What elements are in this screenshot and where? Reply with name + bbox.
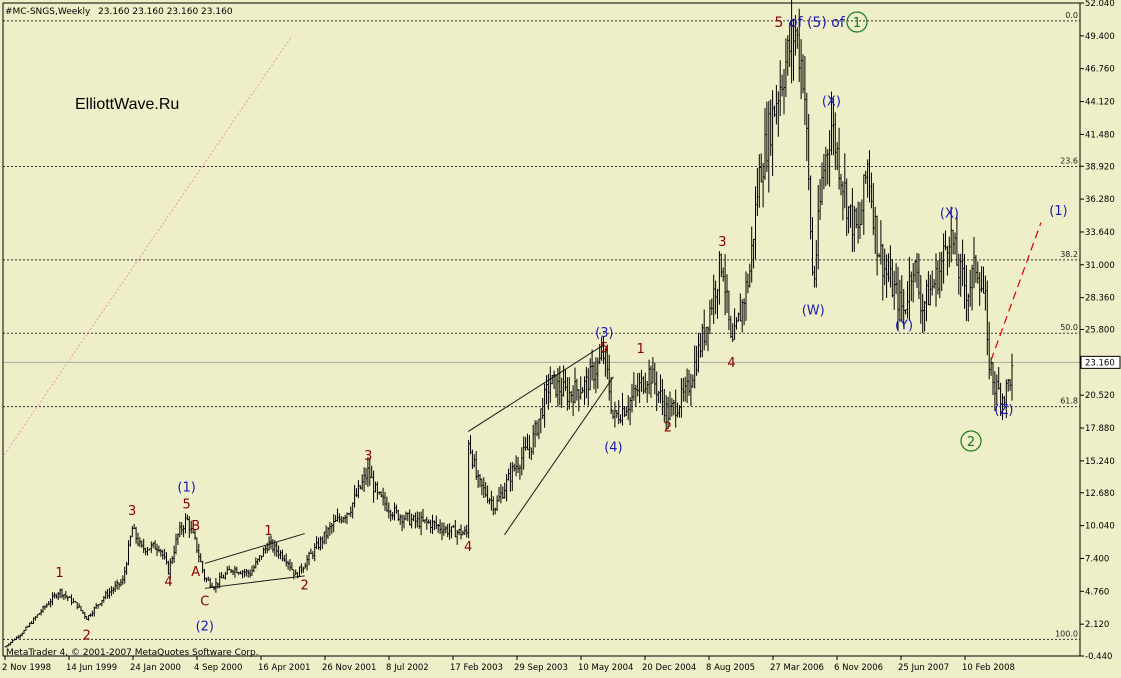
watermark: ElliottWave.Ru <box>75 96 179 113</box>
wave-label: 1 <box>637 342 645 357</box>
y-axis-tick-label: 41.480 <box>1085 130 1115 140</box>
y-axis-tick-label: 15.240 <box>1085 457 1115 467</box>
y-axis-tick-label: 12.680 <box>1085 489 1115 499</box>
wave-label: (1) <box>1049 204 1067 219</box>
wave-label: 2 <box>301 579 309 594</box>
wave-label: (3) <box>595 326 613 341</box>
y-axis-tick-label: 25.800 <box>1085 326 1115 336</box>
wedge-upper-line <box>467 344 605 432</box>
fib-level-label: 23.6 <box>1060 156 1078 165</box>
y-axis-tick-label: 31.000 <box>1085 261 1115 271</box>
y-axis-tick-label: 36.280 <box>1085 195 1115 205</box>
y-axis-tick-label: -0.440 <box>1085 652 1112 662</box>
current-price-label: 23.160 <box>1085 358 1115 368</box>
wave-label: (1) <box>177 480 195 495</box>
ohlc-header: 23.160 23.160 23.160 23.160 <box>98 7 233 17</box>
wave-label: A <box>191 565 200 580</box>
y-axis-tick-label: 2.120 <box>1085 620 1109 630</box>
wave-label: 5 <box>182 498 190 513</box>
x-axis-tick-label: 10 May 2004 <box>578 663 633 673</box>
symbol-header: #MC-SNGS,Weekly <box>5 7 91 17</box>
x-axis-tick-label: 8 Jul 2002 <box>386 663 429 673</box>
x-axis-tick-label: 29 Sep 2003 <box>514 663 568 673</box>
wave-label: 4 <box>464 540 472 555</box>
wedge-lower-line <box>204 575 305 589</box>
y-axis-tick-label: 4.760 <box>1085 587 1109 597</box>
x-axis-tick-label: 10 Feb 2008 <box>962 663 1015 673</box>
fib-level-label: 50.0 <box>1060 323 1078 332</box>
x-axis-tick-label: 24 Jan 2000 <box>130 663 181 673</box>
wave-label: (W) <box>802 304 825 319</box>
fib-level-label: 38.2 <box>1060 250 1078 259</box>
circled-wave-marker <box>846 11 868 33</box>
decorative-trend-line <box>3 35 293 456</box>
circled-wave-number: 2 <box>967 435 975 450</box>
wave-label: 2 <box>83 628 91 643</box>
fib-level-label: 100.0 <box>1055 629 1078 638</box>
y-axis-tick-label: 52.040 <box>1085 0 1115 9</box>
y-axis-tick-label: 49.400 <box>1085 32 1115 42</box>
x-axis-tick-label: 14 Jun 1999 <box>66 663 117 673</box>
y-axis-tick-label: 44.120 <box>1085 98 1115 108</box>
x-axis-tick-label: 6 Nov 2006 <box>834 663 883 673</box>
wave-label-top-degree: of (5) of <box>789 15 846 31</box>
x-axis-tick-label: 26 Nov 2001 <box>322 663 376 673</box>
x-axis-tick-label: 16 Apr 2001 <box>258 663 311 673</box>
x-axis-tick-label: 4 Sep 2000 <box>194 663 242 673</box>
x-axis-tick-label: 25 Jun 2007 <box>898 663 949 673</box>
wave-label: (X) <box>940 207 959 222</box>
footer-copyright: MetaTrader 4, © 2001-2007 MetaQuotes Sof… <box>6 648 259 658</box>
wave-label: (Z) <box>994 403 1013 418</box>
y-axis-tick-label: 33.640 <box>1085 228 1115 238</box>
x-axis-tick-label: 17 Feb 2003 <box>450 663 503 673</box>
y-axis-tick-label: 17.880 <box>1085 424 1115 434</box>
x-axis-tick-label: 2 Nov 1998 <box>2 663 51 673</box>
circled-wave-number: 1 <box>853 16 861 31</box>
x-axis-tick-label: 27 Mar 2006 <box>770 663 824 673</box>
wave-label: C <box>200 595 209 610</box>
wave-label: 2 <box>664 421 672 436</box>
wave-label: (4) <box>604 440 622 455</box>
wave-label: 3 <box>128 504 136 519</box>
x-axis-tick-label: 8 Aug 2005 <box>706 663 755 673</box>
wave-label: 4 <box>727 356 735 371</box>
wave-label: 5 <box>600 341 608 356</box>
wave-label: 1 <box>55 566 63 581</box>
y-axis-tick-label: 28.360 <box>1085 294 1115 304</box>
wave-label-top: 5 <box>775 15 784 31</box>
wave-label: 1 <box>264 524 272 539</box>
circled-wave-marker <box>960 430 982 452</box>
y-axis-tick-label: 46.760 <box>1085 65 1115 75</box>
projection-line <box>990 222 1042 361</box>
y-axis-tick-label: 20.520 <box>1085 391 1115 401</box>
current-price-box <box>1080 355 1121 369</box>
wave-label: (2) <box>196 620 214 635</box>
wedge-lower-line <box>504 376 614 536</box>
fib-level-label: 0.0 <box>1065 11 1078 20</box>
wave-label: (X) <box>822 95 841 110</box>
fib-level-label: 61.8 <box>1060 397 1078 406</box>
x-axis-tick-label: 20 Dec 2004 <box>642 663 696 673</box>
y-axis-tick-label: 10.040 <box>1085 522 1115 532</box>
wave-label: 3 <box>364 449 372 464</box>
y-axis-tick-label: 7.400 <box>1085 554 1109 564</box>
y-axis-tick-label: 38.920 <box>1085 162 1115 172</box>
wave-label: 3 <box>718 235 726 250</box>
wave-label: (Y) <box>895 319 913 334</box>
wave-label: 4 <box>164 575 172 590</box>
wave-label: B <box>191 519 200 534</box>
wedge-upper-line <box>204 533 305 564</box>
